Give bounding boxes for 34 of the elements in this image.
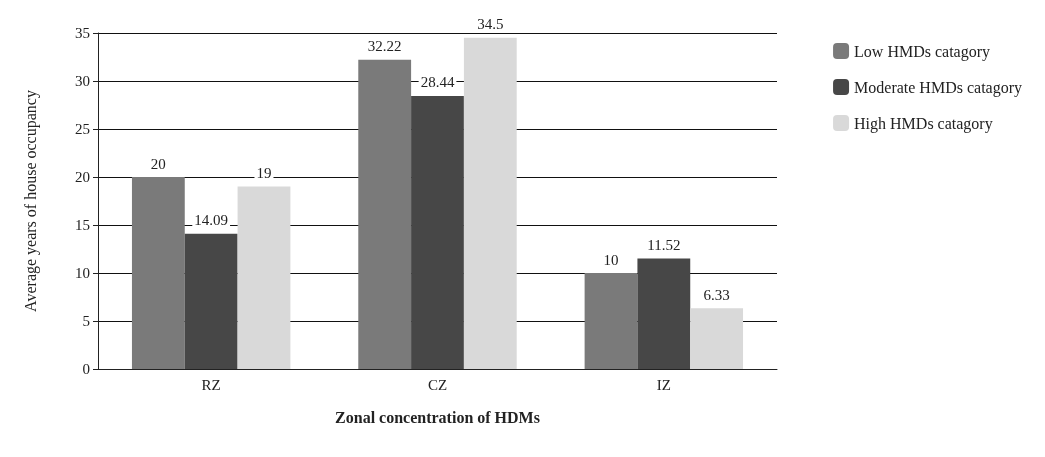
data-label: 11.52 xyxy=(647,236,681,253)
bar xyxy=(637,258,691,369)
bar xyxy=(463,37,517,369)
bar xyxy=(237,186,291,369)
data-label: 10 xyxy=(603,251,619,268)
bar xyxy=(131,177,185,369)
data-label: 14.09 xyxy=(194,212,229,229)
data-label: 34.5 xyxy=(477,16,504,33)
bar xyxy=(411,95,464,369)
data-label: 19 xyxy=(256,165,272,182)
data-label: 28.44 xyxy=(420,74,455,91)
legend-label: Moderate HMDs catagory xyxy=(854,78,1023,97)
y-tick-label: 25 xyxy=(75,121,90,137)
legend-label: High HMDs catagory xyxy=(854,114,993,133)
bar xyxy=(358,59,412,369)
x-tick-label: IZ xyxy=(656,376,671,393)
y-tick-label: 10 xyxy=(75,265,90,281)
data-label: 6.33 xyxy=(703,286,730,303)
x-tick-label: CZ xyxy=(427,376,448,393)
bar xyxy=(690,308,744,369)
y-tick-label: 5 xyxy=(82,313,90,329)
legend-label: Low HMDs catagory xyxy=(854,42,991,61)
y-tick-label: 35 xyxy=(75,25,90,41)
y-tick-label: 15 xyxy=(75,217,90,233)
bar xyxy=(584,273,638,369)
y-tick-label: 30 xyxy=(75,73,90,89)
data-label: 32.22 xyxy=(367,38,402,55)
data-label: 20 xyxy=(150,155,166,172)
y-tick-label: 20 xyxy=(75,169,90,185)
bar xyxy=(184,233,238,369)
x-tick-label: RZ xyxy=(201,376,221,393)
y-axis-title: Average years of house occupancy xyxy=(21,90,40,312)
x-axis-title: Zonal concentration of HDMs xyxy=(335,408,540,426)
y-tick-label: 0 xyxy=(82,361,90,377)
